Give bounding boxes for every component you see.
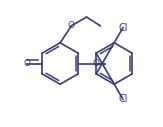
Text: O: O — [68, 21, 75, 30]
Text: Cl: Cl — [118, 94, 128, 104]
Text: Cl: Cl — [118, 23, 128, 33]
Text: O: O — [92, 59, 99, 68]
Text: O: O — [24, 59, 31, 68]
